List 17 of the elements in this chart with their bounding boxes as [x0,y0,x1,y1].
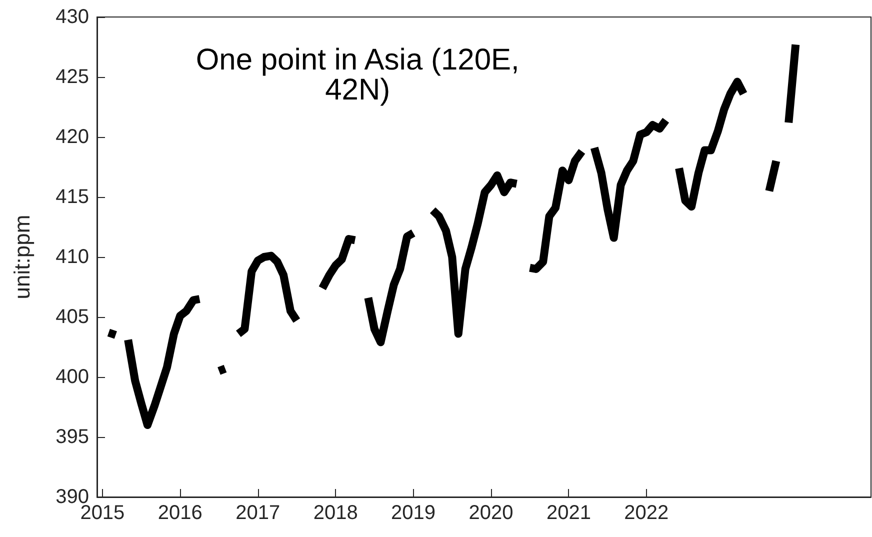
y-tick-label: 430 [56,6,89,28]
y-tick-label: 420 [56,126,89,148]
y-tick-label: 400 [56,366,89,388]
y-axis-title: unit:ppm [10,214,34,300]
x-tick-label: 2019 [391,502,436,524]
x-tick-label: 2017 [236,502,280,524]
x-tick-label: 2020 [468,502,514,524]
x-tick-label: 2016 [158,502,202,524]
x-tick-label: 2018 [313,502,358,524]
x-tick-label: 2022 [624,502,669,524]
y-tick-label: 425 [56,66,89,88]
x-tick-label: 2021 [546,502,591,524]
y-tick-label: 395 [56,426,89,448]
y-tick-label: 415 [56,186,89,208]
y-tick-label: 405 [56,306,89,328]
annotation: One point in Asia (120E, 42N) [196,44,520,106]
y-tick-label: 410 [56,246,89,268]
